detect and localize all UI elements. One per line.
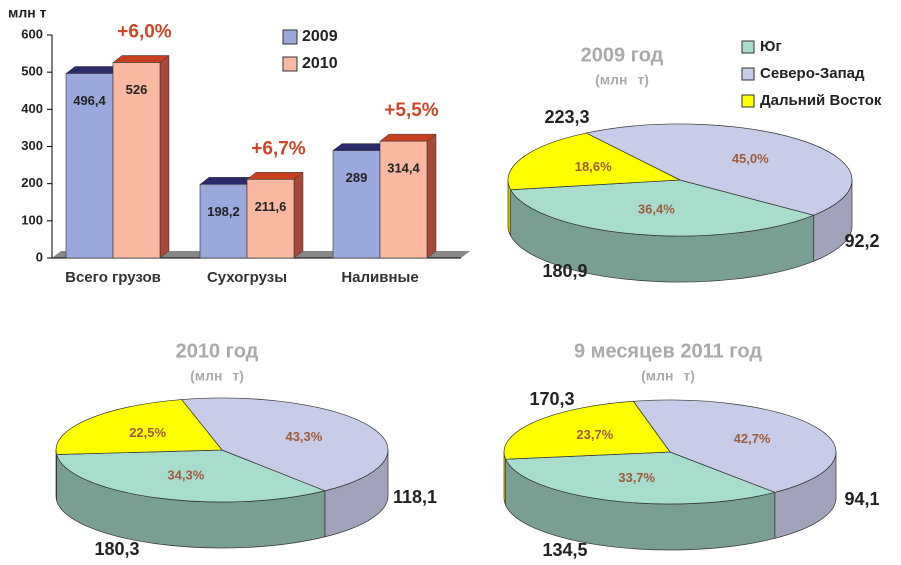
annotation: +5,5% bbox=[384, 100, 439, 121]
y-tick-label: 100 bbox=[21, 212, 43, 227]
bar-side bbox=[293, 171, 304, 259]
value-label: 198,2 bbox=[207, 204, 240, 219]
pie-slice bbox=[56, 449, 327, 503]
annotation: +6,7% bbox=[251, 138, 306, 159]
legend-swatch bbox=[282, 56, 298, 72]
bar bbox=[332, 150, 381, 259]
bar-top bbox=[246, 172, 304, 180]
pie-slice bbox=[507, 132, 682, 191]
y-tick-label: 600 bbox=[21, 26, 43, 41]
value-label: 23,7% bbox=[576, 427, 613, 442]
y-tick-label: 500 bbox=[21, 64, 43, 79]
y-tick-label: 300 bbox=[21, 138, 43, 153]
bar-top bbox=[379, 133, 437, 142]
bar bbox=[65, 73, 114, 259]
pie-slice bbox=[585, 123, 853, 216]
value-label: 289 bbox=[346, 170, 368, 185]
value-label: 211,6 bbox=[255, 199, 287, 214]
amount-label: 223,3 bbox=[544, 107, 589, 127]
pie-slice bbox=[632, 399, 837, 493]
value-label: 496,4 bbox=[73, 93, 106, 108]
bar bbox=[112, 62, 161, 259]
bar bbox=[199, 184, 248, 259]
value-label: 34,3% bbox=[167, 468, 204, 483]
legend-label: 2010 bbox=[302, 55, 338, 72]
pie-subtitle: (млн т) bbox=[595, 72, 649, 88]
legend-swatch bbox=[741, 94, 755, 108]
pie-subtitle: (млн т) bbox=[190, 368, 244, 384]
pie-slice bbox=[510, 179, 815, 237]
value-label: 45,0% bbox=[732, 151, 769, 166]
legend-swatch bbox=[741, 40, 755, 54]
pie-slice bbox=[503, 400, 671, 460]
legend-label: Северо-Запад bbox=[760, 65, 865, 82]
y-tick-label: 0 bbox=[36, 249, 43, 264]
pie-title: 2009 год bbox=[581, 44, 664, 66]
amount-label: 180,3 bbox=[94, 539, 139, 559]
amount-label: 92,2 bbox=[844, 231, 879, 251]
bar-top bbox=[112, 55, 170, 63]
pie-slice bbox=[505, 451, 777, 505]
amount-label: 180,9 bbox=[542, 261, 587, 281]
pie-side bbox=[55, 449, 57, 501]
bar-side bbox=[159, 54, 170, 259]
value-label: 36,4% bbox=[638, 201, 675, 216]
bar bbox=[246, 179, 295, 259]
value-label: 526 bbox=[126, 82, 148, 97]
value-label: 42,7% bbox=[734, 431, 771, 446]
x-tick-label: Сухогрузы bbox=[207, 269, 287, 286]
pie-slice bbox=[55, 399, 223, 455]
value-label: 18,6% bbox=[575, 159, 612, 174]
legend-label: 2009 bbox=[302, 28, 338, 45]
bar bbox=[379, 140, 428, 259]
amount-label: 94,1 bbox=[844, 489, 879, 509]
pie-title: 9 месяцев 2011 год bbox=[574, 340, 762, 362]
y-tick-label: 200 bbox=[21, 175, 43, 190]
amount-label: 134,5 bbox=[542, 540, 587, 560]
pie-side bbox=[503, 451, 506, 506]
pie-slice bbox=[180, 397, 389, 492]
y-axis-title: млн т bbox=[8, 5, 47, 21]
value-label: 33,7% bbox=[618, 470, 655, 485]
x-tick-label: Наливные bbox=[341, 269, 418, 286]
legend-label: Юг bbox=[760, 38, 782, 55]
value-label: 43,3% bbox=[285, 429, 322, 444]
value-label: 314,4 bbox=[387, 161, 420, 176]
value-label: 22,5% bbox=[129, 425, 166, 440]
legend-label: Дальний Восток bbox=[760, 92, 882, 109]
bar-side bbox=[426, 133, 437, 259]
pie-subtitle: (млн т) bbox=[641, 368, 695, 384]
annotation: +6,0% bbox=[117, 22, 172, 43]
legend-swatch bbox=[741, 67, 755, 81]
y-tick-label: 400 bbox=[21, 101, 43, 116]
legend-swatch bbox=[282, 29, 298, 45]
x-tick-label: Всего грузов bbox=[65, 269, 161, 286]
amount-label: 170,3 bbox=[529, 389, 574, 409]
amount-label: 118,1 bbox=[393, 487, 437, 507]
pie-title: 2010 год bbox=[176, 340, 259, 362]
